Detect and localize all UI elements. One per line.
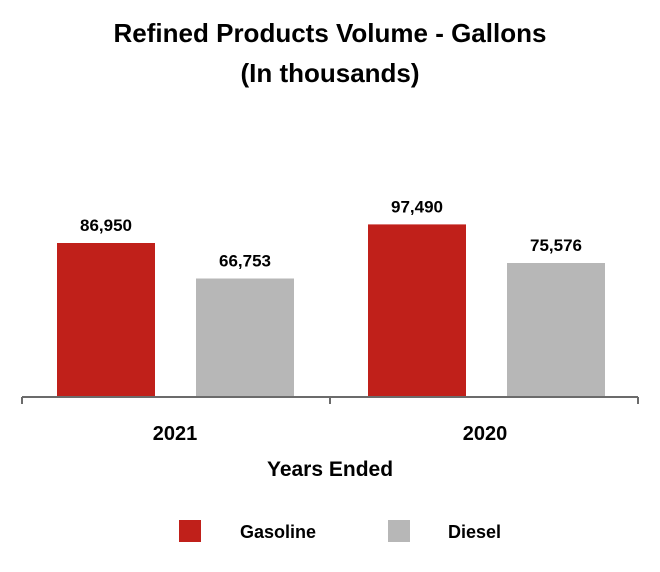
bar-gasoline-2020 — [368, 224, 466, 396]
x-tick-label-2020: 2020 — [463, 423, 508, 445]
x-axis-label: Years Ended — [267, 458, 393, 481]
bars-group: 86,950 66,753 97,490 75,576 — [57, 197, 605, 396]
legend-label-gasoline: Gasoline — [240, 522, 316, 542]
chart-title-line-2: (In thousands) — [240, 58, 419, 88]
data-label-gasoline-2020: 97,490 — [391, 197, 443, 216]
bar-gasoline-2021 — [57, 243, 155, 396]
data-label-gasoline-2021: 86,950 — [80, 216, 132, 235]
legend-swatch-diesel — [388, 520, 410, 542]
chart-title-line-1: Refined Products Volume - Gallons — [114, 18, 547, 48]
legend-swatch-gasoline — [179, 520, 201, 542]
bar-diesel-2021 — [196, 278, 294, 396]
legend-label-diesel: Diesel — [448, 522, 501, 542]
x-tick-label-2021: 2021 — [153, 423, 198, 445]
data-label-diesel-2020: 75,576 — [530, 236, 582, 255]
bar-diesel-2020 — [507, 263, 605, 396]
data-label-diesel-2021: 66,753 — [219, 252, 271, 271]
